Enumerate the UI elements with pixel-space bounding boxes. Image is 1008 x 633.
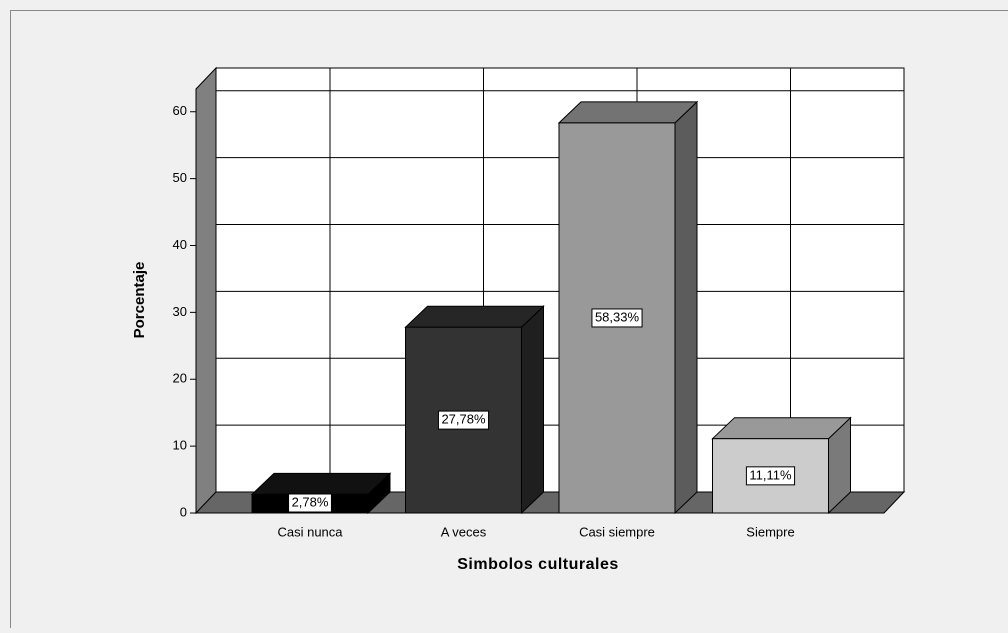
- y-tick-label: 0: [180, 504, 187, 519]
- bar-top: [406, 306, 544, 327]
- y-tick-label: 10: [173, 438, 187, 453]
- y-tick-label: 60: [173, 103, 187, 118]
- bar-side: [522, 306, 544, 513]
- x-axis-title: Simbolos culturales: [457, 556, 619, 573]
- y-tick-label: 40: [173, 237, 187, 252]
- x-tick-label: Casi siempre: [579, 524, 655, 539]
- bar-top: [252, 473, 390, 494]
- value-label: 58,33%: [595, 309, 640, 324]
- y-axis-title: Porcentaje: [131, 262, 148, 339]
- left-wall: [196, 68, 216, 513]
- value-label: 2,78%: [292, 494, 329, 509]
- y-tick-label: 30: [173, 304, 187, 319]
- value-label: 11,11%: [749, 467, 792, 482]
- bar-top: [713, 418, 851, 439]
- x-tick-label: A veces: [441, 524, 487, 539]
- x-tick-label: Casi nunca: [277, 524, 343, 539]
- value-label: 27,78%: [441, 412, 486, 427]
- y-tick-label: 50: [173, 170, 187, 185]
- bar-top: [559, 102, 697, 123]
- bar-side: [675, 102, 697, 513]
- y-tick-label: 20: [173, 371, 187, 386]
- x-tick-label: Siempre: [746, 524, 794, 539]
